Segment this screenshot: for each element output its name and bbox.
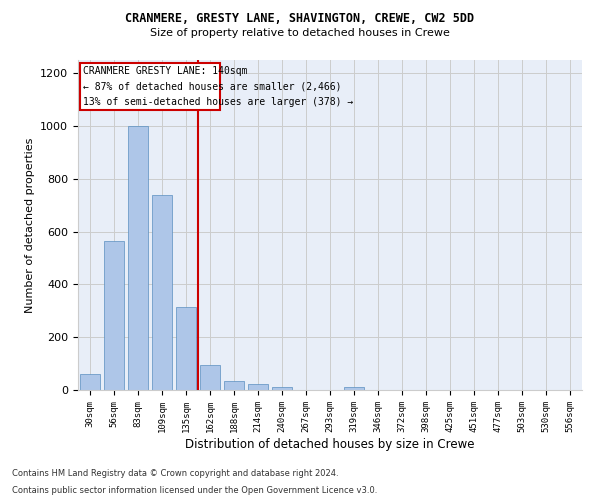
Bar bbox=[344, 387, 364, 390]
Bar bbox=[152, 194, 172, 390]
Text: ← 87% of detached houses are smaller (2,466): ← 87% of detached houses are smaller (2,… bbox=[83, 82, 341, 92]
X-axis label: Distribution of detached houses by size in Crewe: Distribution of detached houses by size … bbox=[185, 438, 475, 450]
Bar bbox=[200, 365, 220, 390]
FancyBboxPatch shape bbox=[80, 62, 220, 110]
Y-axis label: Number of detached properties: Number of detached properties bbox=[25, 138, 35, 312]
Text: Contains public sector information licensed under the Open Government Licence v3: Contains public sector information licen… bbox=[12, 486, 377, 495]
Bar bbox=[104, 241, 124, 390]
Bar bbox=[224, 381, 244, 390]
Text: CRANMERE, GRESTY LANE, SHAVINGTON, CREWE, CW2 5DD: CRANMERE, GRESTY LANE, SHAVINGTON, CREWE… bbox=[125, 12, 475, 26]
Text: Contains HM Land Registry data © Crown copyright and database right 2024.: Contains HM Land Registry data © Crown c… bbox=[12, 468, 338, 477]
Text: 13% of semi-detached houses are larger (378) →: 13% of semi-detached houses are larger (… bbox=[83, 98, 353, 108]
Bar bbox=[80, 374, 100, 390]
Bar bbox=[272, 387, 292, 390]
Text: CRANMERE GRESTY LANE: 140sqm: CRANMERE GRESTY LANE: 140sqm bbox=[83, 66, 247, 76]
Bar bbox=[176, 307, 196, 390]
Bar bbox=[128, 126, 148, 390]
Bar bbox=[248, 384, 268, 390]
Text: Size of property relative to detached houses in Crewe: Size of property relative to detached ho… bbox=[150, 28, 450, 38]
